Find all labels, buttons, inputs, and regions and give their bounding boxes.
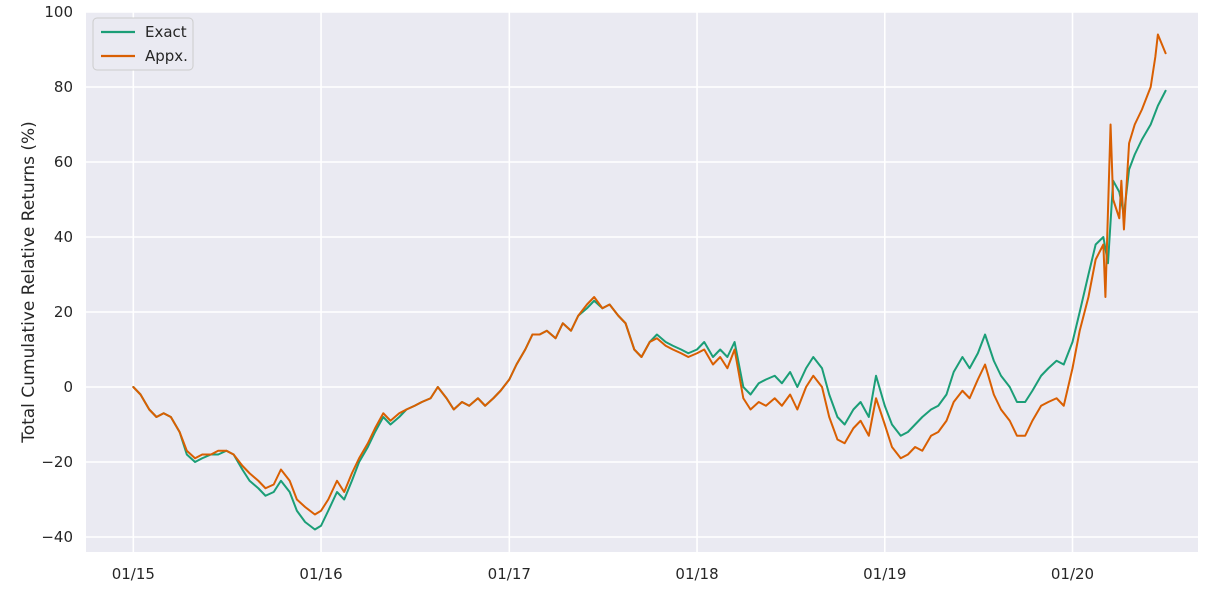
legend-label: Appx. [145, 47, 188, 65]
y-axis-title: Total Cumulative Relative Returns (%) [19, 121, 39, 444]
x-tick-label: 01/20 [1051, 565, 1094, 583]
series-line-appx [132, 33, 1167, 516]
y-axis-ticks: −40 −20 0 20 40 60 80 100 [41, 3, 73, 546]
y-tick-label: −40 [41, 528, 73, 546]
y-tick-label: 100 [44, 3, 73, 21]
x-tick-label: 01/15 [112, 565, 155, 583]
y-tick-label: 0 [63, 378, 73, 396]
plot-background [86, 12, 1198, 552]
y-tick-label: 60 [54, 153, 73, 171]
series-lines [132, 33, 1167, 531]
legend-label: Exact [145, 23, 187, 41]
y-tick-label: 20 [54, 303, 73, 321]
y-tick-label: 80 [54, 78, 73, 96]
y-tick-label: −20 [41, 453, 73, 471]
grid-lines [86, 11, 1198, 552]
x-tick-label: 01/18 [675, 565, 718, 583]
x-tick-label: 01/19 [863, 565, 906, 583]
x-tick-label: 01/16 [299, 565, 342, 583]
x-axis-ticks: 01/15 01/16 01/17 01/18 01/19 01/20 [112, 565, 1094, 583]
y-tick-label: 40 [54, 228, 73, 246]
legend: Exact Appx. [92, 17, 194, 71]
series-line-exact [132, 89, 1167, 531]
x-tick-label: 01/17 [488, 565, 531, 583]
